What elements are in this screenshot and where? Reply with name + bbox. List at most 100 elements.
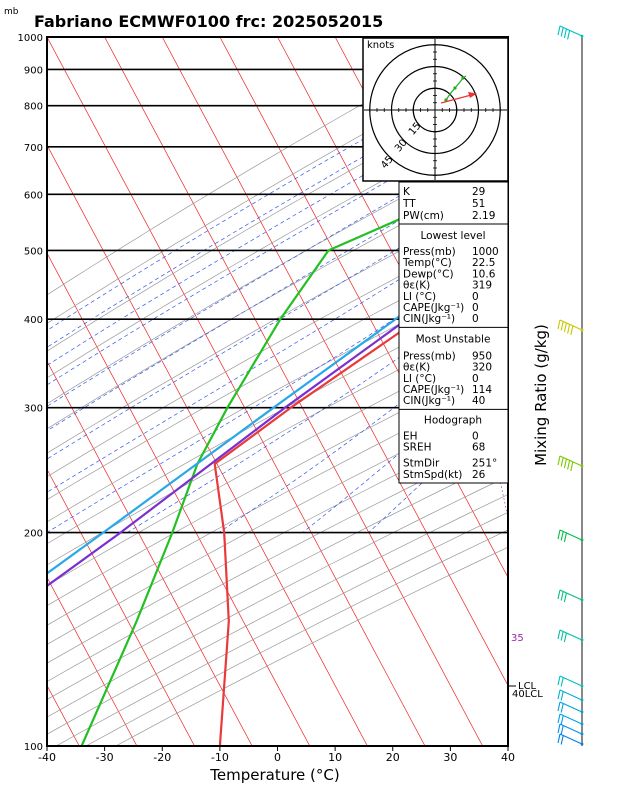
wind-barb-flag	[557, 723, 561, 734]
lowest-level-value: 319	[472, 280, 492, 292]
wind-barb-flag	[563, 532, 567, 543]
y-tick-label: 400	[24, 315, 43, 326]
index-top-value: 29	[472, 186, 485, 198]
wind-barb-flag	[557, 629, 561, 640]
wind-barb-flag	[563, 322, 567, 333]
series-line-virtual-temperature	[47, 228, 508, 575]
wind-barb-flag	[560, 703, 564, 713]
wind-barb-flag	[560, 27, 564, 37]
dry-adiabat-line	[47, 267, 508, 523]
dry-adiabat-line	[47, 140, 508, 405]
wind-barb-flag	[557, 713, 561, 724]
x-tick-label: 20	[386, 751, 400, 764]
dry-adiabat-line	[47, 112, 508, 379]
wind-barb-point	[580, 710, 584, 714]
storm-motion-arrowhead	[468, 92, 477, 98]
x-tick-label: 0	[274, 751, 281, 764]
isotherm-line	[47, 252, 311, 746]
lowest-level-value: 0	[472, 302, 479, 314]
hodograph-box-value: 251°	[472, 458, 497, 470]
wind-barbs	[557, 25, 584, 746]
most-unstable-value: 0	[472, 373, 479, 385]
most-unstable-value: 40	[472, 395, 485, 407]
index-top-label: TT	[402, 198, 416, 210]
lowest-level-value: 0	[472, 291, 479, 303]
hodograph-point	[461, 76, 465, 80]
wind-barb-point	[580, 34, 584, 38]
most-unstable-heading: Most Unstable	[416, 333, 491, 345]
wind-barb-flag	[563, 28, 567, 39]
mixing-ratio-axis-title: Mixing Ratio (g/kg)	[532, 324, 550, 466]
x-tick-label: -30	[96, 751, 114, 764]
lowest-level-label: CAPE(Jkg⁻¹)	[403, 302, 464, 314]
series-line-dewpoint	[80, 171, 508, 746]
y-tick-label: 200	[24, 529, 43, 540]
wind-barb-point	[580, 742, 584, 746]
isotherm-line	[104, 37, 483, 746]
isotherm-line	[161, 37, 508, 687]
lowest-level-value: 22.5	[472, 257, 495, 269]
indices-table: K 29 TT 51 PW(cm) 2.19 Lowest level Press(mb) 10…	[398, 181, 509, 484]
dry-adiabat-line	[47, 290, 508, 545]
lowest-level-label: LI (°C)	[403, 291, 436, 303]
wind-barb-point	[580, 638, 584, 642]
moist-adiabat-line	[47, 109, 508, 386]
chart-title: Fabriano ECMWF0100 frc: 2025052015	[34, 12, 383, 31]
index-top-value: 2.19	[472, 210, 495, 222]
index-top-label: PW(cm)	[403, 210, 444, 222]
wind-barb-point	[580, 464, 584, 468]
most-unstable-value: 950	[472, 350, 492, 362]
wind-barb-flag	[567, 324, 571, 334]
y-tick-label: 800	[24, 102, 43, 113]
hodograph-unit-label: knots	[367, 40, 394, 51]
wind-barb-flag	[557, 689, 561, 700]
hodograph-box-label: StmDir	[403, 458, 440, 470]
lowest-level-label: Dewp(°C)	[403, 268, 454, 280]
hodograph-box-label: EH	[403, 430, 418, 442]
moist-adiabat-line	[47, 240, 508, 533]
wind-barb-flag	[557, 529, 561, 540]
isotherm-line	[47, 144, 368, 746]
lowest-level-label: Temp(°C)	[402, 257, 452, 269]
y-tick-label: 600	[24, 190, 43, 201]
lcl-label-2: 40LCL	[512, 689, 543, 700]
wind-barb-flag	[560, 735, 564, 745]
y-tick-label: 500	[24, 246, 43, 257]
wind-barb-flag	[560, 531, 564, 541]
wind-barb-point	[580, 698, 584, 702]
isotherm-line	[47, 360, 253, 746]
wind-barb-flag	[560, 725, 564, 735]
lowest-level-value: 1000	[472, 246, 499, 258]
lowest-level-label: θε(K)	[403, 280, 430, 292]
most-unstable-label: CAPE(Jkg⁻¹)	[403, 384, 464, 396]
x-tick-label: 40	[501, 751, 515, 764]
dry-adiabat-line	[47, 243, 508, 501]
wind-barb-flag	[567, 30, 571, 40]
x-tick-label: -10	[211, 751, 229, 764]
temperature-axis: -40 -30 -20 -10 0 10 20 30 40	[38, 746, 515, 764]
most-unstable-label: CIN(Jkg⁻¹)	[403, 395, 455, 407]
wind-barb-flag	[560, 631, 564, 641]
wind-barb-point	[580, 732, 584, 736]
wind-barb-flag	[560, 691, 564, 701]
lcl-label: LCL	[518, 681, 537, 692]
wind-barb-flag	[557, 319, 561, 330]
dry-adiabat-line	[47, 335, 508, 586]
x-tick-label: -40	[38, 751, 56, 764]
hodograph-box-label: StmSpd(kt)	[403, 469, 462, 481]
hodograph-box-heading: Hodograph	[424, 414, 482, 426]
dry-adiabat-line	[47, 313, 508, 566]
wind-barb-point	[580, 598, 584, 602]
dry-adiabat-line	[47, 378, 508, 626]
indices-frame	[398, 181, 509, 484]
lowest-level-value: 10.6	[472, 268, 496, 280]
wind-barb-flag	[563, 632, 567, 643]
y-tick-label: 300	[24, 404, 43, 415]
lowest-level-heading: Lowest level	[420, 230, 485, 242]
wind-barb-flag	[557, 733, 561, 744]
y-unit-label: mb	[4, 7, 19, 17]
x-tick-label: 10	[328, 751, 342, 764]
